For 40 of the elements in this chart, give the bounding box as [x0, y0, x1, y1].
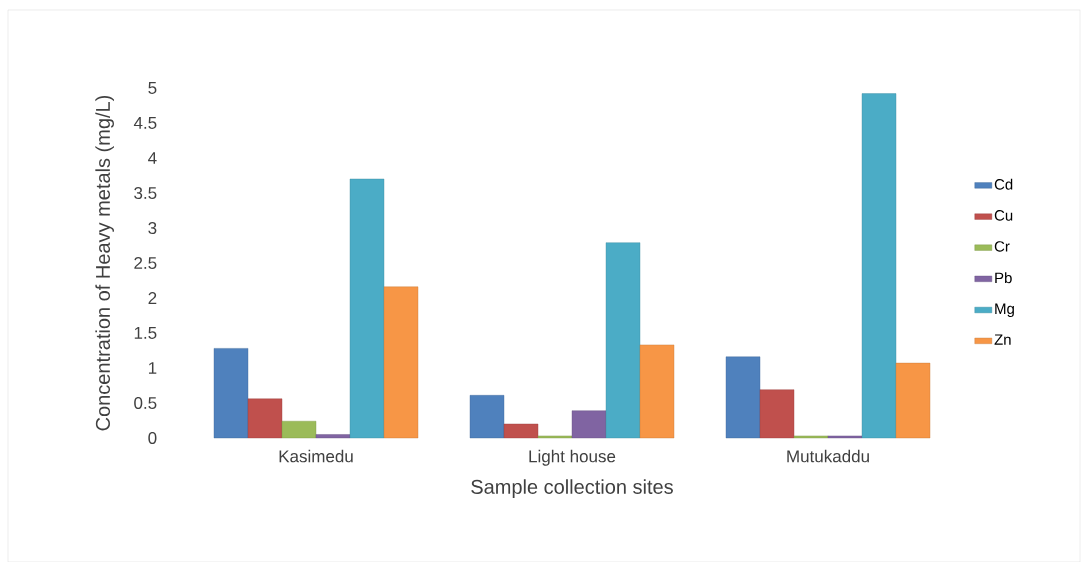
- bar: [895, 362, 931, 439]
- y-tick-label: 0: [148, 431, 157, 445]
- legend-label: Pb: [995, 272, 1012, 284]
- y-tick-label: 4: [148, 152, 157, 164]
- x-axis-title: Sample collection sites: [471, 479, 673, 498]
- bar: [383, 286, 419, 439]
- y-tick-label: 1.5: [134, 327, 157, 339]
- x-tick-label: Kasimedu: [279, 449, 353, 463]
- bar: [793, 435, 829, 439]
- y-axis-title: Concentration of Heavy metals (mg/L): [95, 95, 114, 431]
- legend-label: Mg: [995, 303, 1014, 317]
- x-tick-label: Mutukaddu: [787, 449, 869, 463]
- y-tick-label: 2: [148, 292, 157, 304]
- bar: [537, 435, 573, 439]
- y-tick-label: 3.5: [134, 186, 157, 200]
- bar: [827, 435, 863, 439]
- y-tick-label: 3: [148, 221, 157, 235]
- y-tick-label: 0.5: [134, 396, 157, 410]
- bar: [639, 344, 675, 439]
- y-tick-label: 4.5: [133, 117, 157, 129]
- bar: [281, 421, 317, 439]
- bar: [247, 398, 283, 439]
- y-tick-label: 2.5: [134, 256, 157, 270]
- bar: [349, 178, 385, 439]
- y-tick-label: 5: [148, 82, 157, 94]
- x-tick-label: Light house: [529, 449, 616, 466]
- bar: [571, 410, 607, 439]
- bar: [503, 423, 539, 439]
- bar: [469, 395, 505, 439]
- bar: [861, 93, 897, 439]
- legend-label: Cr: [994, 241, 1010, 252]
- legend-label: Cd: [994, 178, 1013, 190]
- bar: [759, 389, 795, 439]
- bar: [605, 242, 641, 439]
- legend-label: Zn: [994, 334, 1011, 345]
- bar: [315, 434, 351, 439]
- bar: [213, 348, 249, 439]
- bar: [725, 356, 761, 439]
- y-tick-label: 1: [148, 362, 157, 374]
- legend-label: Cu: [994, 210, 1013, 221]
